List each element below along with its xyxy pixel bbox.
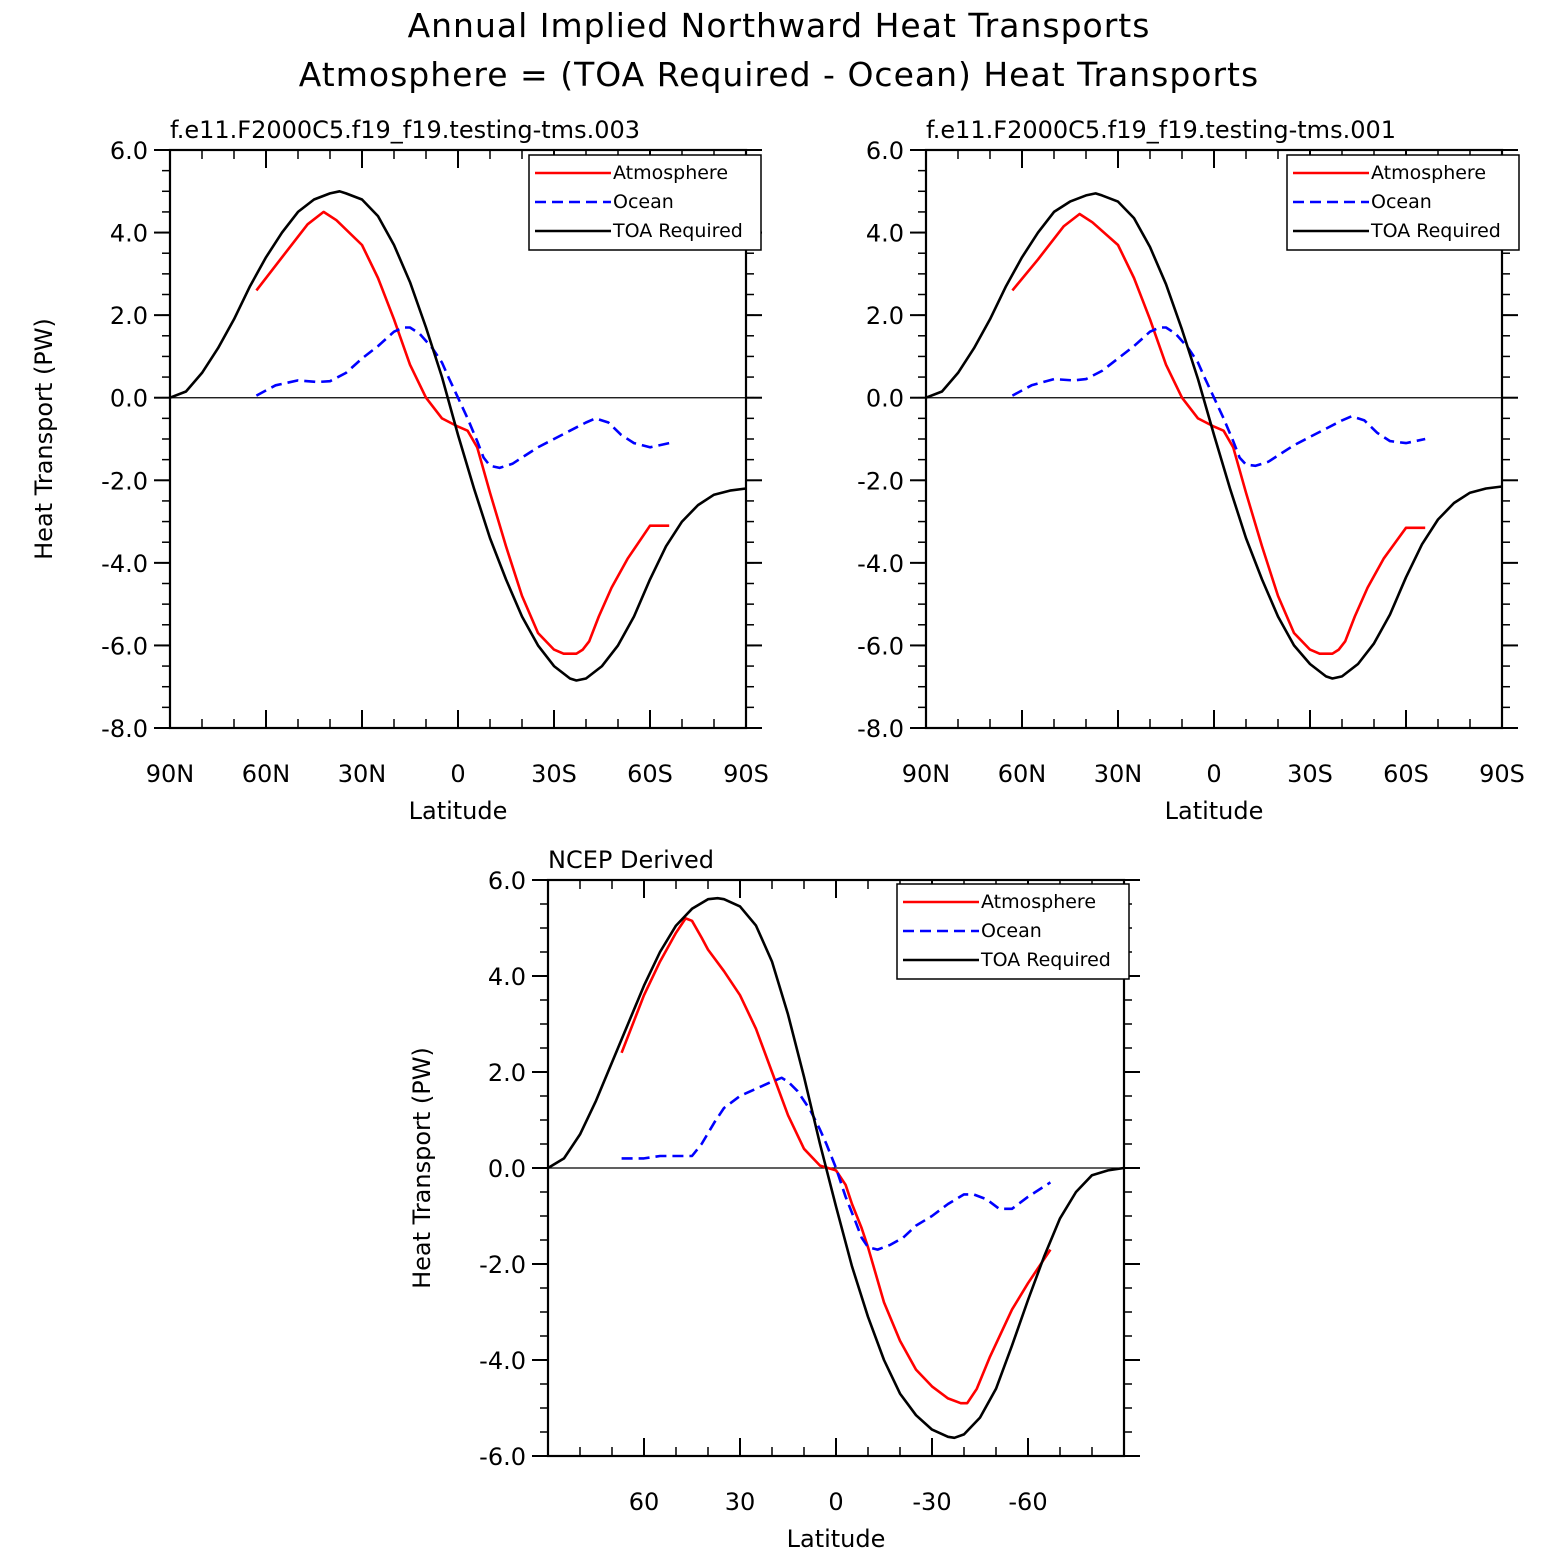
y-tick-label: -2.0: [857, 467, 904, 495]
y-tick-label: -6.0: [101, 632, 148, 660]
legend-entry: TOA Required: [612, 220, 743, 242]
legend-entry: Atmosphere: [613, 162, 728, 184]
y-tick-label: 0.0: [866, 385, 904, 413]
y-tick-label: -8.0: [101, 715, 148, 743]
y-tick-label: 2.0: [110, 302, 148, 330]
series-line-ocean: [621, 1076, 1052, 1251]
y-tick-label: 6.0: [488, 867, 526, 895]
y-tick-label: -8.0: [857, 715, 904, 743]
x-tick-label: 30N: [338, 760, 387, 788]
x-tick-label: 60S: [1383, 760, 1429, 788]
chart-panel-1: f.e11.F2000C5.f19_f19.testing-tms.003 90N…: [30, 116, 769, 825]
legend-entry: Atmosphere: [1371, 162, 1486, 184]
legend-entry: TOA Required: [980, 949, 1111, 971]
legend-box: [896, 883, 1130, 980]
panel-title: f.e11.F2000C5.f19_f19.testing-tms.001: [926, 116, 1396, 144]
x-tick-label: 90S: [723, 760, 769, 788]
legend-entry: Ocean: [613, 191, 674, 213]
x-tick-label: -30: [912, 1488, 951, 1516]
x-axis-label: Latitude: [787, 1525, 886, 1553]
x-tick-label: 30: [725, 1488, 756, 1516]
x-tick-label: 0: [1206, 760, 1221, 788]
legend-entry: Ocean: [981, 920, 1042, 942]
y-axis-label: Heat Transport (PW): [408, 1047, 436, 1289]
y-tick-label: 0.0: [488, 1155, 526, 1183]
x-tick-label: 90S: [1479, 760, 1525, 788]
panel-title: NCEP Derived: [548, 846, 714, 874]
y-tick-label: -6.0: [479, 1443, 526, 1471]
x-tick-label: 60N: [998, 760, 1047, 788]
x-tick-label: 0: [828, 1488, 843, 1516]
y-tick-label: -6.0: [857, 632, 904, 660]
x-tick-label: 30N: [1094, 760, 1143, 788]
x-axis-label: Latitude: [409, 797, 508, 825]
series-line-atmosphere: [1011, 212, 1426, 655]
y-axis-label: Heat Transport (PW): [30, 318, 58, 560]
y-tick-label: 2.0: [488, 1059, 526, 1087]
y-tick-label: -2.0: [479, 1251, 526, 1279]
series-line-ocean: [255, 326, 670, 470]
y-tick-label: 4.0: [110, 220, 148, 248]
x-tick-label: 0: [450, 760, 465, 788]
legend: Atmosphere Ocean TOA Required: [1286, 154, 1520, 251]
x-tick-label: 60N: [242, 760, 291, 788]
legend-box: [528, 154, 762, 251]
y-tick-label: 6.0: [110, 137, 148, 165]
x-tick-label: 90N: [902, 760, 951, 788]
legend: Atmosphere Ocean TOA Required: [528, 154, 762, 251]
y-tick-label: -4.0: [857, 550, 904, 578]
panel-title: f.e11.F2000C5.f19_f19.testing-tms.003: [170, 116, 640, 144]
x-tick-label: 60: [629, 1488, 660, 1516]
legend-entry: TOA Required: [1370, 220, 1501, 242]
x-tick-label: 60S: [627, 760, 673, 788]
y-tick-label: 2.0: [866, 302, 904, 330]
panels: f.e11.F2000C5.f19_f19.testing-tms.003 90N…: [30, 116, 1525, 1553]
series-line-toa-required: [925, 192, 1503, 680]
series-line-atmosphere: [255, 210, 670, 655]
figure-subtitle: Atmosphere = (TOA Required - Ocean) Heat…: [299, 55, 1259, 94]
y-tick-label: 4.0: [866, 220, 904, 248]
chart-panel-2: f.e11.F2000C5.f19_f19.testing-tms.001 90N…: [857, 116, 1525, 825]
x-tick-label: 30S: [531, 760, 577, 788]
legend-entry: Atmosphere: [981, 891, 1096, 913]
x-tick-label: 30S: [1287, 760, 1333, 788]
legend-entry: Ocean: [1371, 191, 1432, 213]
x-tick-label: 90N: [146, 760, 195, 788]
legend: Atmosphere Ocean TOA Required: [896, 883, 1130, 980]
figure-title: Annual Implied Northward Heat Transports: [408, 6, 1151, 45]
x-axis-label: Latitude: [1165, 797, 1264, 825]
legend-box: [1286, 154, 1520, 251]
chart-panel-3: NCEP Derived 60 30 0 -30 -60 6.0 4.0 2.0 0.0 -2.0 -…: [408, 846, 1140, 1553]
y-tick-label: -4.0: [101, 550, 148, 578]
series-line-ocean: [1011, 326, 1426, 468]
series-line-toa-required: [169, 190, 747, 682]
y-tick-label: 6.0: [866, 137, 904, 165]
x-tick-label: -60: [1008, 1488, 1047, 1516]
series-line-atmosphere: [620, 917, 1052, 1405]
y-tick-label: 4.0: [488, 963, 526, 991]
y-tick-label: 0.0: [110, 385, 148, 413]
series-line-toa-required: [547, 896, 1125, 1440]
y-tick-label: -4.0: [479, 1347, 526, 1375]
y-tick-label: -2.0: [101, 467, 148, 495]
